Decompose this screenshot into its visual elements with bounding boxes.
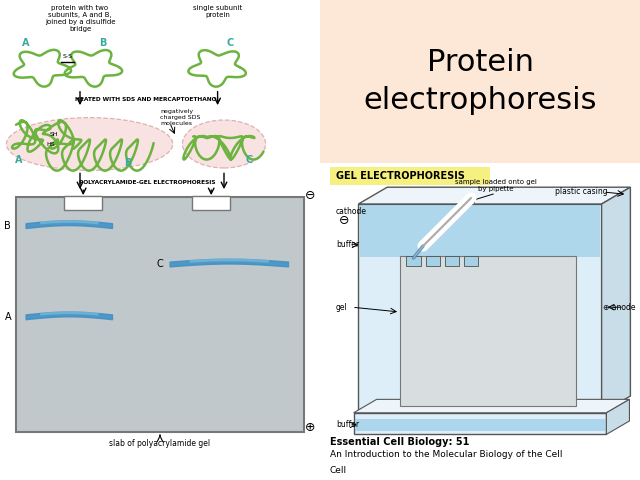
Text: Protein
electrophoresis: Protein electrophoresis — [364, 48, 596, 115]
Bar — [320, 0, 640, 163]
Text: A: A — [22, 38, 29, 48]
Ellipse shape — [6, 118, 173, 170]
Text: B: B — [124, 157, 132, 168]
Text: Cell: Cell — [330, 466, 347, 475]
Text: sample loaded onto gel
by pipette: sample loaded onto gel by pipette — [455, 179, 537, 192]
Bar — [406, 255, 421, 266]
Text: ⊕: ⊕ — [305, 420, 316, 434]
Text: An Introduction to the Molecular Biology of the Cell: An Introduction to the Molecular Biology… — [330, 450, 562, 459]
Text: POLYACRYLAMIDE-GEL ELECTROPHORESIS: POLYACRYLAMIDE-GEL ELECTROPHORESIS — [79, 180, 216, 185]
Text: B: B — [4, 221, 11, 230]
Text: C: C — [227, 38, 234, 48]
Bar — [330, 167, 490, 185]
Bar — [16, 197, 304, 432]
Polygon shape — [358, 187, 630, 204]
Text: protein with two
subunits, A and B,
joined by a disulfide
bridge: protein with two subunits, A and B, join… — [45, 5, 115, 32]
Bar — [192, 196, 230, 210]
Text: A: A — [4, 312, 11, 322]
Text: single subunit
protein: single subunit protein — [193, 5, 242, 18]
Text: A: A — [15, 155, 23, 165]
Bar — [445, 255, 460, 266]
Text: HEATED WITH SDS AND MERCAPTOETHANOL: HEATED WITH SDS AND MERCAPTOETHANOL — [75, 97, 220, 102]
Ellipse shape — [182, 120, 266, 168]
Polygon shape — [354, 399, 630, 413]
Bar — [464, 255, 479, 266]
Text: gel: gel — [336, 303, 348, 312]
Text: Essential Cell Biology: 51: Essential Cell Biology: 51 — [330, 437, 469, 447]
Text: slab of polyacrylamide gel: slab of polyacrylamide gel — [109, 440, 211, 448]
Text: plastic casing: plastic casing — [556, 188, 608, 196]
Text: C: C — [156, 259, 163, 269]
Text: buffer: buffer — [336, 240, 359, 249]
Text: cathode: cathode — [336, 207, 367, 216]
Text: HS: HS — [46, 143, 55, 147]
Text: negatively
charged SDS
molecules: negatively charged SDS molecules — [160, 109, 200, 126]
Text: SH: SH — [50, 132, 58, 137]
Text: GEL ELECTROPHORESIS: GEL ELECTROPHORESIS — [336, 171, 465, 181]
Bar — [360, 205, 600, 257]
Text: C: C — [246, 155, 253, 165]
Text: B: B — [99, 38, 106, 48]
Bar — [426, 255, 440, 266]
Text: buffer: buffer — [336, 420, 359, 429]
Bar — [400, 255, 576, 406]
Polygon shape — [607, 399, 630, 434]
Text: ⊖: ⊖ — [339, 214, 349, 228]
Text: ⊖: ⊖ — [305, 189, 316, 202]
Bar — [64, 196, 102, 210]
Polygon shape — [354, 413, 607, 434]
Text: ⊕ anode: ⊕ anode — [603, 303, 636, 312]
Text: S-S: S-S — [62, 54, 72, 59]
Polygon shape — [602, 187, 630, 413]
Polygon shape — [358, 204, 602, 413]
Bar — [355, 419, 605, 431]
